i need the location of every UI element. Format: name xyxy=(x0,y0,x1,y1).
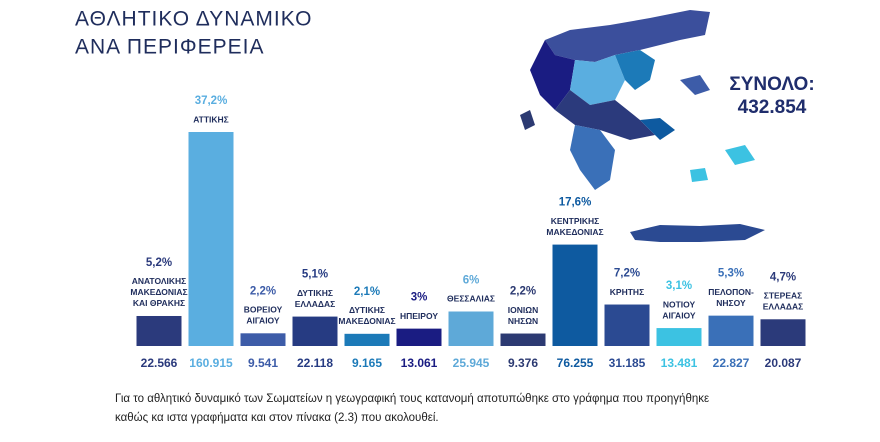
value-label: 9.541 xyxy=(248,356,278,370)
bar xyxy=(292,316,338,346)
share-label: 5,3% xyxy=(718,268,744,280)
bar xyxy=(240,333,286,346)
category-label: ΕΛΛΑΔΑΣ xyxy=(763,302,804,312)
title-line: ΑΝΑ ΠΕΡΙΦΕΡΕΙΑ xyxy=(75,36,265,59)
bar xyxy=(552,244,598,346)
value-label: 76.255 xyxy=(557,356,594,370)
value-label: 25.945 xyxy=(453,356,490,370)
category-label: ΔΥΤΙΚΗΣ xyxy=(297,288,333,298)
bar xyxy=(188,132,234,346)
category-label: ΜΑΚΕΔΟΝΙΑΣ xyxy=(546,227,603,237)
category-label: ΝΟΤΙΟΥ xyxy=(663,299,696,309)
value-label: 20.087 xyxy=(765,356,802,370)
bar xyxy=(448,311,494,346)
category-label: ΔΥΤΙΚΗΣ xyxy=(349,305,385,315)
bar xyxy=(604,304,650,346)
share-label: 2,1% xyxy=(354,286,380,298)
share-label: 3% xyxy=(411,292,428,304)
total-title: ΣΥΝΟΛΟ: xyxy=(729,74,814,95)
value-label: 9.165 xyxy=(352,356,382,370)
value-label: 31.185 xyxy=(609,356,646,370)
share-label: 3,1% xyxy=(666,280,692,292)
category-label: ΑΝΑΤΟΛΙΚΗΣ xyxy=(132,276,187,286)
category-label: ΙΟΝΙΩΝ xyxy=(508,305,538,315)
caption-line: καθώς κα ιστα γραφήματα και στον πίνακα … xyxy=(115,412,439,424)
category-label: ΠΕΛΟΠΟΝ- xyxy=(708,287,754,297)
share-label: 7,2% xyxy=(614,268,640,280)
category-label: ΗΠΕΙΡΟΥ xyxy=(400,311,438,321)
category-label: ΜΑΚΕΔΟΝΙΑΣ xyxy=(130,287,187,297)
category-label: ΚΡΗΤΗΣ xyxy=(610,287,644,297)
bar xyxy=(708,315,754,346)
share-label: 37,2% xyxy=(195,95,228,107)
share-label: 2,2% xyxy=(250,285,276,297)
bar xyxy=(500,333,546,346)
value-label: 22.827 xyxy=(713,356,750,370)
category-label: ΝΗΣΩΝ xyxy=(508,316,538,326)
bar xyxy=(396,328,442,346)
category-label: ΑΙΓΑΙΟΥ xyxy=(662,310,696,320)
total-value: 432.854 xyxy=(738,97,807,118)
bar xyxy=(136,315,182,346)
category-label: ΑΤΤΙΚΗΣ xyxy=(193,114,229,124)
category-label: ΝΗΣΟΥ xyxy=(716,298,746,308)
category-label: ΒΟΡΕΙΟΥ xyxy=(244,305,283,315)
bar xyxy=(656,328,702,346)
value-label: 160.915 xyxy=(189,356,233,370)
category-label: ΚΑΙ ΘΡΑΚΗΣ xyxy=(133,298,185,308)
value-label: 13.061 xyxy=(401,356,438,370)
category-label: ΑΙΓΑΙΟΥ xyxy=(246,316,280,326)
category-label: ΕΛΛΑΔΑΣ xyxy=(295,299,336,309)
value-label: 22.118 xyxy=(297,356,333,370)
share-label: 6% xyxy=(463,275,480,287)
value-label: 13.481 xyxy=(661,356,698,370)
map xyxy=(520,10,765,242)
category-label: ΣΤΕΡΕΑΣ xyxy=(764,291,803,301)
category-label: ΚΕΝΤΡΙΚΗΣ xyxy=(551,216,600,226)
share-label: 4,7% xyxy=(770,271,796,283)
share-label: 5,2% xyxy=(146,257,172,269)
share-label: 5,1% xyxy=(302,269,328,281)
title-line: ΑΘΛΗΤΙΚΟ ΔΥΝΑΜΙΚΟ xyxy=(75,8,312,31)
value-label: 22.566 xyxy=(141,356,178,370)
category-label: ΜΑΚΕΔΟΝΙΑΣ xyxy=(338,316,395,326)
bar xyxy=(760,319,806,346)
category-label: ΘΕΣΣΑΛΙΑΣ xyxy=(447,294,495,304)
share-label: 2,2% xyxy=(510,286,536,298)
value-label: 9.376 xyxy=(508,356,538,370)
caption-line: Για το αθλητικό δυναμικό των Σωματείων η… xyxy=(115,393,709,405)
bar xyxy=(344,333,390,346)
share-label: 17,6% xyxy=(559,197,592,209)
